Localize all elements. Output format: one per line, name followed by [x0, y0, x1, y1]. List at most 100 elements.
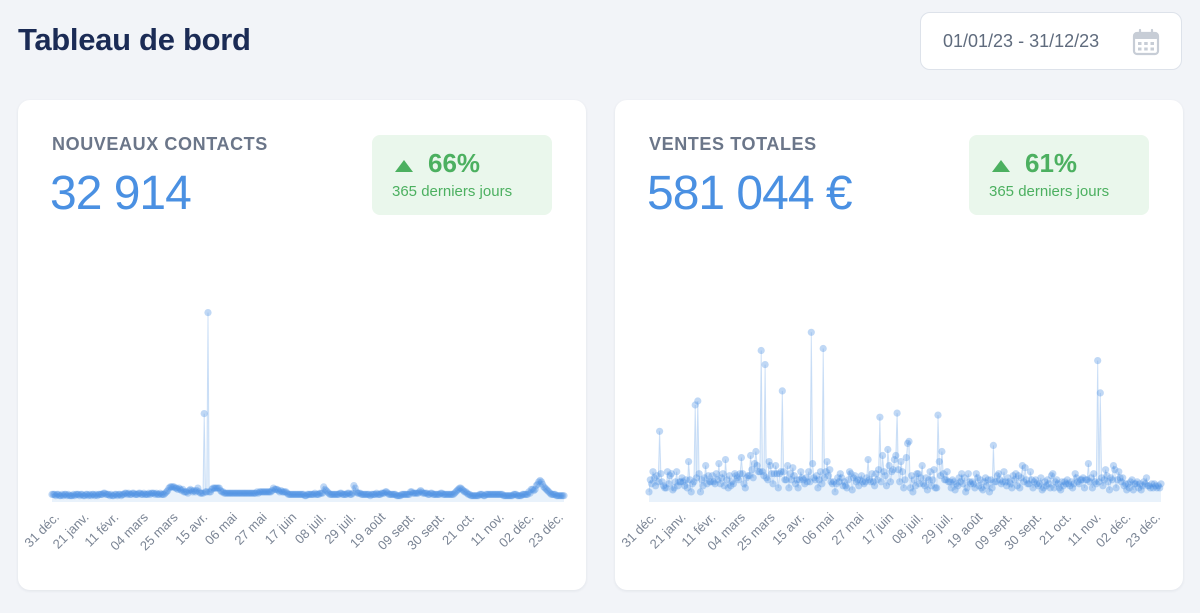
- data-point: [286, 490, 294, 498]
- data-point: [550, 490, 558, 498]
- data-point: [958, 470, 966, 478]
- data-point: [451, 489, 459, 497]
- data-point: [454, 485, 462, 493]
- data-point: [1065, 480, 1073, 488]
- x-tick-label: 27 mai: [828, 509, 866, 547]
- data-point: [423, 489, 431, 497]
- data-point: [696, 488, 705, 496]
- data-point: [819, 344, 827, 353]
- data-point: [327, 490, 335, 498]
- data-point: [790, 472, 798, 480]
- data-point: [171, 484, 179, 492]
- x-tick-label: 15 avr.: [172, 510, 210, 548]
- data-point: [137, 490, 145, 498]
- data-point: [1004, 474, 1012, 482]
- data-point: [179, 485, 187, 493]
- data-point: [867, 478, 875, 486]
- data-point: [135, 489, 143, 497]
- data-point: [871, 482, 879, 490]
- data-point: [748, 466, 756, 474]
- data-point: [463, 489, 471, 497]
- data-point: [346, 490, 354, 498]
- data-point: [873, 476, 881, 484]
- data-point: [271, 485, 279, 493]
- data-point: [1021, 464, 1029, 472]
- data-point: [1067, 478, 1075, 486]
- data-point: [440, 490, 449, 498]
- data-point: [956, 478, 964, 486]
- data-point: [100, 489, 108, 497]
- data-point: [419, 489, 427, 497]
- data-point: [1020, 478, 1028, 486]
- data-point: [429, 490, 437, 498]
- data-point: [816, 468, 825, 476]
- data-point: [855, 482, 863, 490]
- data-point: [838, 474, 846, 482]
- data-point: [164, 487, 172, 495]
- trend-badge: 61% 365 derniers jours: [969, 135, 1149, 215]
- data-point: [718, 474, 726, 482]
- data-point: [698, 476, 706, 484]
- calendar-icon[interactable]: [1131, 27, 1161, 57]
- data-point: [541, 484, 549, 492]
- data-point: [269, 484, 277, 492]
- data-point: [557, 492, 566, 500]
- data-point: [498, 490, 506, 498]
- data-point: [326, 490, 334, 498]
- data-point: [1024, 480, 1032, 488]
- data-point: [523, 490, 532, 498]
- data-point: [1078, 476, 1086, 484]
- data-point: [537, 478, 546, 486]
- data-point: [444, 490, 452, 498]
- data-point: [306, 490, 314, 498]
- data-point: [1058, 478, 1066, 486]
- data-point: [151, 490, 159, 498]
- data-point: [1016, 484, 1024, 492]
- data-point: [1071, 470, 1079, 478]
- data-point: [1005, 478, 1013, 486]
- data-point: [449, 490, 457, 498]
- date-range-picker[interactable]: 01/01/23 - 31/12/23: [920, 12, 1182, 70]
- data-point: [1000, 468, 1008, 476]
- data-point: [186, 485, 194, 493]
- data-point: [219, 488, 227, 496]
- data-point: [914, 470, 922, 478]
- data-point: [834, 474, 842, 482]
- data-point: [57, 492, 65, 500]
- data-point: [239, 489, 247, 497]
- data-point: [716, 480, 724, 488]
- data-point: [952, 480, 961, 488]
- data-point: [1057, 486, 1065, 494]
- data-point: [688, 480, 697, 488]
- data-point: [422, 489, 430, 497]
- data-point: [1045, 480, 1053, 488]
- data-point: [981, 474, 990, 482]
- data-point: [1091, 478, 1099, 486]
- data-point: [909, 488, 917, 496]
- data-point: [1041, 478, 1049, 486]
- data-point: [846, 468, 854, 476]
- data-point: [784, 462, 792, 470]
- data-point: [318, 489, 327, 497]
- data-point: [1115, 468, 1123, 476]
- data-point: [172, 484, 181, 492]
- data-point: [250, 489, 259, 497]
- data-point: [1140, 478, 1148, 486]
- data-point: [908, 472, 916, 480]
- data-point: [843, 484, 851, 492]
- data-point: [337, 489, 345, 497]
- data-point: [500, 492, 508, 500]
- data-point: [1001, 478, 1009, 486]
- data-point: [110, 492, 118, 500]
- data-point: [890, 456, 898, 464]
- data-point: [1152, 482, 1160, 490]
- data-point: [228, 489, 236, 497]
- data-point: [351, 484, 359, 492]
- data-point: [929, 476, 937, 484]
- data-point: [820, 474, 829, 482]
- data-point: [786, 470, 794, 478]
- data-point: [232, 489, 240, 497]
- data-point: [678, 474, 686, 482]
- data-point: [77, 490, 85, 498]
